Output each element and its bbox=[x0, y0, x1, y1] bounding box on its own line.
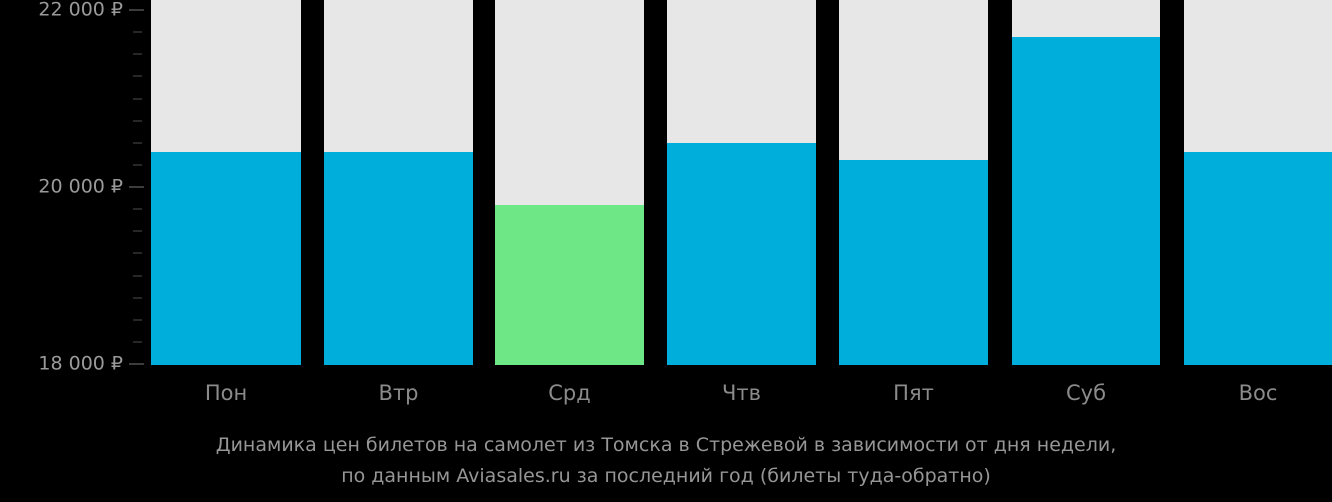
bar-group[interactable] bbox=[839, 0, 988, 365]
y-axis-minor-tick bbox=[133, 119, 142, 122]
chart-caption: Динамика цен билетов на самолет из Томск… bbox=[0, 430, 1332, 492]
x-axis-label-пон: Пон bbox=[204, 381, 248, 405]
y-axis-major-tick bbox=[129, 363, 144, 365]
bar-group[interactable] bbox=[1184, 0, 1332, 365]
x-axis-label-суб: Суб bbox=[1065, 381, 1107, 405]
caption-line-2: по данным Aviasales.ru за последний год … bbox=[341, 465, 991, 487]
y-axis-tick-label: 22 000 ₽ bbox=[38, 0, 123, 21]
caption-line-1: Динамика цен билетов на самолет из Томск… bbox=[215, 434, 1117, 456]
bar-пон[interactable] bbox=[151, 151, 301, 365]
bar-втр[interactable] bbox=[324, 151, 473, 365]
y-axis-minor-tick bbox=[133, 274, 142, 277]
y-axis-minor-tick bbox=[133, 97, 142, 100]
bar-group[interactable] bbox=[1012, 0, 1160, 365]
y-axis-minor-tick bbox=[133, 163, 142, 166]
y-axis-tick-label: 20 000 ₽ bbox=[38, 175, 123, 198]
y-axis-minor-tick bbox=[133, 252, 142, 255]
x-axis-label-срд: Срд bbox=[548, 381, 591, 405]
bars-layer bbox=[151, 0, 1332, 365]
bar-пят[interactable] bbox=[839, 160, 988, 365]
y-axis-minor-tick bbox=[133, 296, 142, 299]
y-axis-tick-label: 18 000 ₽ bbox=[38, 352, 123, 375]
y-axis-minor-tick bbox=[133, 340, 142, 343]
y-axis-minor-tick bbox=[133, 318, 142, 321]
bar-group[interactable] bbox=[667, 0, 816, 365]
y-axis-minor-tick bbox=[133, 53, 142, 56]
y-axis-minor-tick bbox=[133, 31, 142, 34]
y-axis: 22 000 ₽ 20 000 ₽ 18 000 ₽ bbox=[0, 0, 151, 373]
bar-срд[interactable] bbox=[495, 204, 644, 365]
x-axis-label-чтв: Чтв bbox=[721, 381, 762, 405]
x-axis-label-вос: Вос bbox=[1238, 381, 1278, 405]
bar-суб[interactable] bbox=[1012, 36, 1160, 365]
y-axis-minor-tick bbox=[133, 141, 142, 144]
y-axis-minor-tick bbox=[133, 208, 142, 211]
x-axis-label-втр: Втр bbox=[378, 381, 419, 405]
bar-вос[interactable] bbox=[1184, 151, 1332, 365]
bar-чтв[interactable] bbox=[667, 142, 816, 365]
plot-area: 22 000 ₽ 20 000 ₽ 18 000 ₽ bbox=[0, 0, 1332, 373]
y-axis-major-tick bbox=[129, 186, 144, 188]
x-axis-label-пят: Пят bbox=[893, 381, 934, 405]
bar-group[interactable] bbox=[151, 0, 301, 365]
bar-group[interactable] bbox=[495, 0, 644, 365]
y-axis-major-tick bbox=[129, 9, 144, 11]
bar-group[interactable] bbox=[324, 0, 473, 365]
y-axis-minor-tick bbox=[133, 230, 142, 233]
x-axis: Пон Втр Срд Чтв Пят Суб Вос bbox=[0, 365, 1332, 425]
y-axis-minor-tick bbox=[133, 75, 142, 78]
